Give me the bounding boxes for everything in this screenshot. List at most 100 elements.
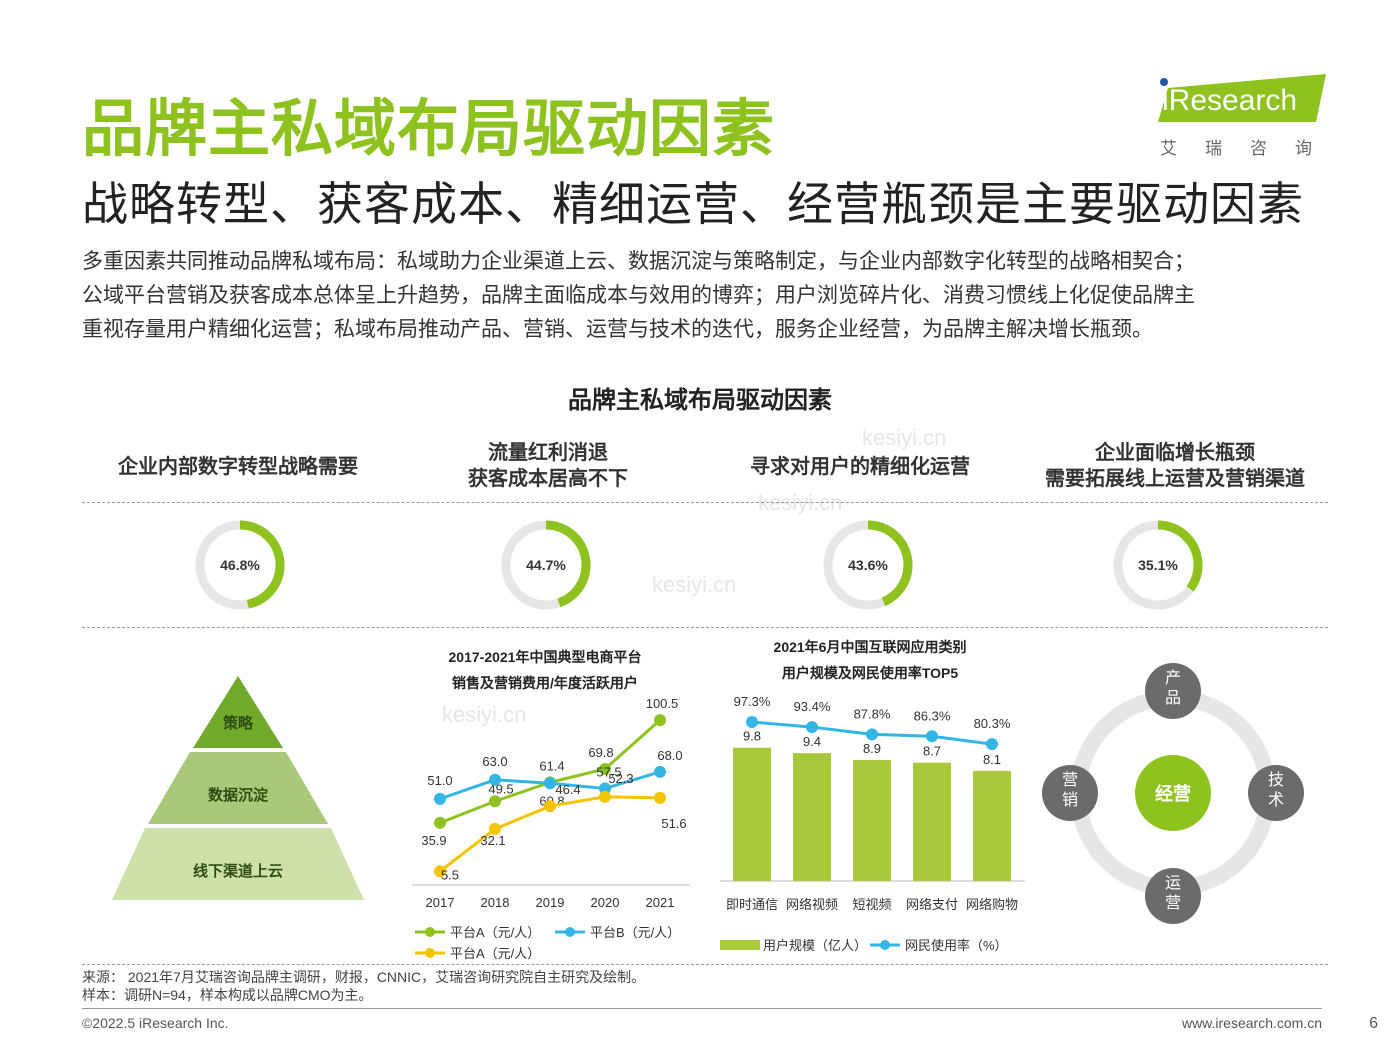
donut-label: 35.1% [1138,557,1178,573]
donut-value-arc [1113,520,1203,610]
bar-label: 9.8 [743,729,761,744]
bar-label: 8.9 [863,741,881,756]
chart-title-line: 2021年6月中国互联网应用类别 [773,639,967,655]
bar-chart-title: 2021年6月中国互联网应用类别 用户规模及网民使用率TOP5 [715,634,1025,686]
donut-value-arc [823,520,913,610]
cycle-node-top [1145,663,1201,719]
logo-word: iResearch [1162,84,1298,117]
line-chart: 2017 2018 2019 2020 202135.949.561.469.8100.… [412,696,690,961]
data-label: 68.0 [657,748,682,763]
data-label: 51.6 [661,816,686,831]
x-tick-label: 2021 [646,895,675,910]
donut-label: 46.8% [220,557,260,573]
legend-label: 平台B（元/人） [590,925,680,940]
cycle-node-bottom [1145,868,1201,924]
footer-divider [82,1008,1322,1009]
pyramid-level-bottom [112,828,364,900]
factor-title-3: 寻求对用户的精细化运营 [710,454,1010,480]
legend-swatch [720,940,760,950]
source-line: 来源： 2021年7月艾瑞咨询品牌主调研，财报，CNNIC，艾瑞咨询研究院自主研… [82,969,646,985]
divider [82,627,1328,628]
factor-title-4: 企业面临增长瓶颈 需要拓展线上运营及营销渠道 [1010,440,1340,492]
data-point [489,822,501,835]
factor-label: 流量红利消退 [488,442,608,464]
rate-label: 86.3% [914,708,951,723]
x-tick-label: 即时通信 [726,897,778,912]
donut-value-arc [195,520,285,610]
bar-label: 9.4 [803,734,821,749]
copyright: ©2022.5 iResearch Inc. [82,1015,229,1031]
chart-title-line: 用户规模及网民使用率TOP5 [781,665,959,681]
bar [853,759,891,881]
section-title: 品牌主私域布局驱动因素 [568,387,832,414]
website-link[interactable]: www.iresearch.com.cn [1181,1015,1322,1031]
data-label: 46.4 [555,782,580,797]
factor-label: 获客成本居高不下 [468,468,628,490]
legend-label: 平台A（元/人） [450,946,540,961]
factor-label: 企业面临增长瓶颈 [1095,442,1255,464]
cycle-node-right [1248,765,1304,821]
bar [913,762,951,881]
donut-row: 46.8% 44.7% 43.6% 35.1% [195,520,1203,610]
factor-title-1: 企业内部数字转型战略需要 [88,454,388,480]
rate-label: 93.4% [794,699,831,714]
x-tick-label: 网络支付 [906,897,958,912]
cycle-center-label: 经营 [1155,783,1191,804]
rate-point [746,716,758,728]
x-tick-label: 2018 [481,895,510,910]
watermark: kesiyi.cn [442,702,527,727]
data-point [599,790,611,803]
rate-point [866,728,878,741]
bar [973,770,1011,881]
bar-label: 8.1 [983,752,1001,767]
legend-label: 平台A（元/人） [450,925,540,940]
data-label: 52.3 [608,771,633,786]
data-label: 51.0 [427,773,452,788]
rate-point [926,730,938,743]
iresearch-logo: iResearch 艾瑞咨询 [1158,74,1333,158]
divider [82,964,1328,965]
donut-label: 43.6% [848,557,888,573]
page-subtitle: 战略转型、获客成本、精细运营、经营瓶颈是主要驱动因素 [82,178,1304,230]
rate-point [806,721,818,734]
factor-label: 寻求对用户的精细化运营 [750,456,970,478]
data-label: 35.9 [421,833,446,848]
logo-subtext: 艾瑞咨询 [1160,139,1340,158]
divider [82,502,1328,503]
x-tick-label: 2020 [591,895,620,910]
chart-title-line: 销售及营销费用/年度活跃用户 [452,675,638,691]
data-point [489,795,501,808]
logo-shape [1158,74,1326,122]
x-tick-label: 2019 [536,895,565,910]
factor-title-2: 流量红利消退 获客成本居高不下 [398,440,698,492]
legend-marker [425,948,435,958]
data-point [434,792,446,805]
watermark: kesiyi.cn [652,572,737,597]
legend-marker [880,940,890,950]
data-label: 61.4 [539,758,564,773]
bar [733,747,771,881]
data-label: 32.1 [480,833,505,848]
bar-label: 8.7 [923,744,941,759]
page-number: 6 [1369,1015,1378,1032]
data-point [654,765,666,778]
x-tick-label: 网络购物 [966,897,1018,912]
data-point [434,865,446,878]
data-label: 100.5 [646,696,679,711]
data-label: 5.5 [441,867,459,882]
pyramid: 策略 数据沉淀 线下渠道上云 [112,676,364,900]
x-tick-label: 2017 [426,895,455,910]
x-tick-label: 网络视频 [786,897,838,912]
pyramid-level-mid [148,752,328,824]
description: 多重因素共同推动品牌私域布局：私域助力企业渠道上云、数据沉淀与策略制定，与企业内… [82,245,1332,347]
data-label: 69.8 [588,745,613,760]
donut-label: 44.7% [526,557,566,573]
data-point [599,762,611,775]
page-title: 品牌主私域布局驱动因素 [82,95,776,164]
data-point [434,816,446,829]
rate-label: 87.8% [854,706,891,721]
pyramid-level-top [193,676,283,748]
description-line: 重视存量用户精细化运营；私域布局推动产品、营销、运营与技术的迭代，服务企业经营，… [82,318,1153,341]
factor-label: 需要拓展线上运营及营销渠道 [1045,468,1305,490]
